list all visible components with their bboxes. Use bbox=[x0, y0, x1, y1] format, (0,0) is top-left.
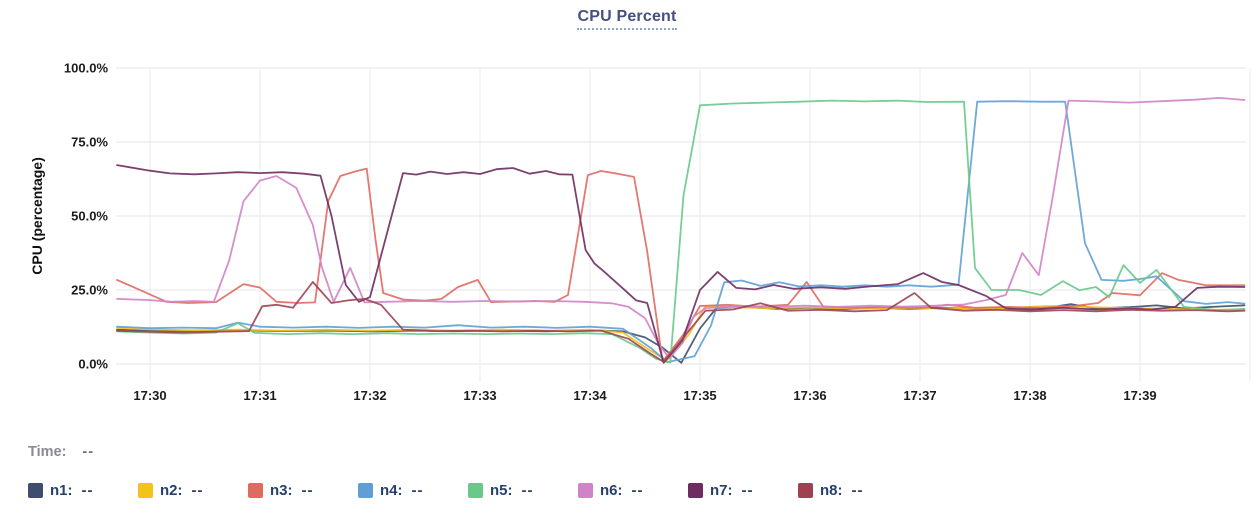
legend-label: n5: bbox=[490, 482, 513, 499]
x-tick-label: 17:38 bbox=[1013, 388, 1046, 403]
series-line-n5 bbox=[116, 99, 1246, 364]
legend-value: -- bbox=[301, 482, 314, 499]
legend-swatch-n2 bbox=[138, 483, 153, 498]
x-tick-label: 17:37 bbox=[903, 388, 936, 403]
legend-value: -- bbox=[631, 482, 644, 499]
series-line-n8 bbox=[116, 281, 1246, 363]
legend-item-n6[interactable]: n6: -- bbox=[578, 482, 688, 499]
x-tick-label: 17:36 bbox=[793, 388, 826, 403]
x-tick-label: 17:32 bbox=[353, 388, 386, 403]
legend-item-n1[interactable]: n1: -- bbox=[28, 482, 138, 499]
legend-label: n8: bbox=[820, 482, 843, 499]
legend-label: n7: bbox=[710, 482, 733, 499]
legend-value: -- bbox=[81, 482, 94, 499]
y-tick-label: 50.0% bbox=[71, 209, 108, 224]
time-label: Time: bbox=[28, 444, 67, 460]
legend-value: -- bbox=[191, 482, 204, 499]
legend-item-n8[interactable]: n8: -- bbox=[798, 482, 908, 499]
legend-swatch-n8 bbox=[798, 483, 813, 498]
legend-value: -- bbox=[521, 482, 534, 499]
legend-swatch-n7 bbox=[688, 483, 703, 498]
legend: n1: -- n2: -- n3: -- n4: -- n5: -- n6: -- n7: -- n8: -- bbox=[28, 482, 908, 499]
legend-item-n3[interactable]: n3: -- bbox=[248, 482, 358, 499]
x-tick-label: 17:35 bbox=[683, 388, 716, 403]
y-tick-label: 100.0% bbox=[64, 61, 109, 76]
legend-value: -- bbox=[741, 482, 754, 499]
x-tick-label: 17:33 bbox=[463, 388, 496, 403]
legend-swatch-n1 bbox=[28, 483, 43, 498]
series-line-n4 bbox=[116, 100, 1246, 364]
y-axis-title: CPU (percentage) bbox=[29, 157, 45, 274]
x-tick-label: 17:30 bbox=[133, 388, 166, 403]
legend-label: n1: bbox=[50, 482, 73, 499]
legend-swatch-n6 bbox=[578, 483, 593, 498]
legend-value: -- bbox=[411, 482, 424, 499]
legend-swatch-n5 bbox=[468, 483, 483, 498]
series-line-n7 bbox=[116, 164, 1246, 364]
y-tick-label: 25.0% bbox=[71, 283, 108, 298]
time-readout: Time: -- bbox=[28, 444, 94, 460]
legend-swatch-n3 bbox=[248, 483, 263, 498]
x-tick-label: 17:34 bbox=[573, 388, 607, 403]
y-tick-label: 0.0% bbox=[78, 357, 108, 372]
series-line-n6 bbox=[116, 97, 1246, 360]
series-line-n3 bbox=[116, 167, 1246, 363]
legend-label: n3: bbox=[270, 482, 293, 499]
panel-header: CPU Percent bbox=[0, 8, 1254, 30]
axis-labels: 100.0% 75.0% 50.0% 25.0% 0.0% 17:30 17:31 17:32… bbox=[29, 61, 1157, 404]
grid bbox=[116, 67, 1251, 382]
legend-label: n4: bbox=[380, 482, 403, 499]
legend-label: n6: bbox=[600, 482, 623, 499]
x-tick-label: 17:39 bbox=[1123, 388, 1156, 403]
legend-item-n4[interactable]: n4: -- bbox=[358, 482, 468, 499]
cpu-chart[interactable]: 100.0% 75.0% 50.0% 25.0% 0.0% 17:30 17:31 17:32… bbox=[0, 0, 1254, 430]
time-value: -- bbox=[82, 444, 95, 460]
page-title[interactable]: CPU Percent bbox=[577, 8, 677, 30]
y-tick-label: 75.0% bbox=[71, 135, 108, 150]
legend-swatch-n4 bbox=[358, 483, 373, 498]
legend-label: n2: bbox=[160, 482, 183, 499]
legend-item-n2[interactable]: n2: -- bbox=[138, 482, 248, 499]
legend-value: -- bbox=[851, 482, 864, 499]
series-lines bbox=[116, 97, 1246, 364]
x-tick-label: 17:31 bbox=[243, 388, 276, 403]
legend-item-n5[interactable]: n5: -- bbox=[468, 482, 578, 499]
legend-item-n7[interactable]: n7: -- bbox=[688, 482, 798, 499]
